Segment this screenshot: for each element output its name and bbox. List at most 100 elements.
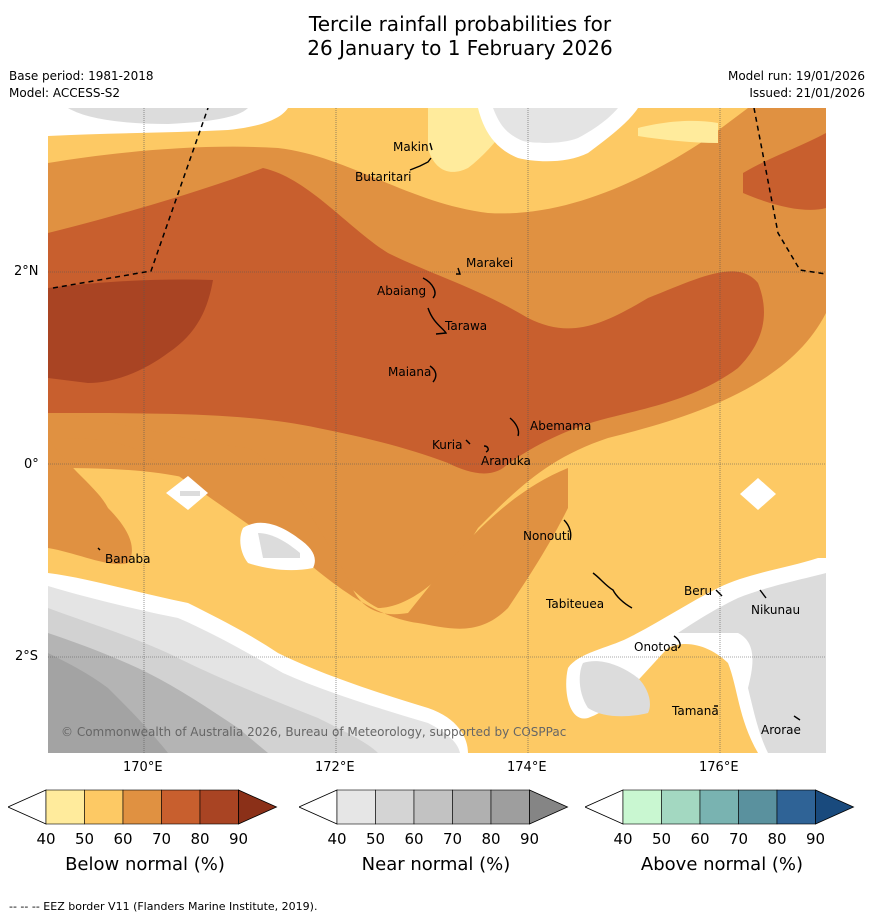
colorbar-tick-label: 40: [613, 830, 633, 848]
colorbar-above-normal-title: Above normal (%): [640, 854, 804, 875]
colorbar-swatch: [84, 789, 124, 825]
label-tabiteuea: Tabiteuea: [545, 597, 604, 611]
lon-tick-172e: 172°E: [315, 760, 355, 775]
lon-tick-176e: 176°E: [699, 760, 739, 775]
colorbar-near-normal-title: Near normal (%): [361, 854, 511, 875]
colorbar-tick-label: 90: [805, 830, 826, 848]
label-banaba: Banaba: [105, 552, 151, 566]
island-labels: Makin Butaritari Marakei Abaiang Tarawa …: [105, 140, 801, 737]
white-patch-east: [740, 478, 776, 510]
base-period-label: Base period: 1981-2018: [9, 69, 154, 83]
metadata-left: Base period: 1981-2018 Model: ACCESS-S2: [9, 68, 154, 102]
colorbar-swatch: [413, 789, 453, 825]
colorbar-tick-label: 70: [151, 830, 172, 848]
label-kuria: Kuria: [432, 438, 463, 452]
colorbar-tick-label: 60: [690, 830, 710, 848]
region-70-80-northeast: [743, 133, 826, 210]
title-line-1: Tercile rainfall probabilities for: [308, 12, 612, 36]
label-nonouti: Nonouti: [523, 529, 570, 543]
colorbar-extend-low: [584, 789, 624, 825]
near-patch-west: [180, 491, 200, 496]
colorbar-above-normal-swatches: [584, 789, 855, 825]
colorbar-swatch: [776, 789, 816, 825]
metadata-right: Model run: 19/01/2026 Issued: 21/01/2026: [728, 68, 865, 102]
lat-tick-0: 0°: [24, 457, 39, 472]
lon-tick-170e: 170°E: [123, 760, 163, 775]
eez-borders: [52, 108, 826, 289]
colorbar-swatch: [699, 789, 739, 825]
label-marakei: Marakei: [466, 256, 513, 270]
label-butaritari: Butaritari: [355, 170, 412, 184]
label-nikunau: Nikunau: [751, 603, 800, 617]
colorbar-tick-label: 80: [190, 830, 210, 848]
colorbar-swatch: [122, 789, 162, 825]
label-abemama: Abemama: [530, 419, 591, 433]
region-near-40-50-top: [68, 108, 248, 124]
graticule: [48, 108, 826, 753]
colorbar-below-normal-title: Below normal (%): [65, 854, 225, 875]
lat-tick-2n: 2°N: [14, 264, 39, 279]
colorbar-swatch: [336, 789, 376, 825]
colorbar-extend-low: [7, 789, 47, 825]
colorbar-swatch: [375, 789, 415, 825]
region-near-40-50-south-patch: [579, 661, 650, 717]
label-arorae: Arorae: [761, 723, 801, 737]
colorbar-above-normal: [584, 788, 859, 832]
model-label: Model: ACCESS-S2: [9, 86, 121, 100]
colorbar-extend-low: [298, 789, 338, 825]
colorbar-tick-label: 90: [519, 830, 540, 848]
region-near-40-50-southeast: [678, 573, 826, 753]
colorbar-swatch: [161, 789, 201, 825]
near-patch-southwest: [258, 533, 300, 558]
label-aranuka: Aranuka: [481, 454, 531, 468]
islands: [97, 142, 801, 721]
colorbar-swatch: [661, 789, 701, 825]
probability-map: Makin Butaritari Marakei Abaiang Tarawa …: [48, 108, 826, 753]
label-abaiang: Abaiang: [377, 284, 426, 298]
model-run-label: Model run: 19/01/2026: [727, 69, 865, 83]
region-70-80: [48, 168, 764, 474]
colorbar-swatch: [622, 789, 662, 825]
colorbar-tick-label: 60: [113, 830, 133, 848]
colorbar-swatch: [199, 789, 239, 825]
colorbar-tick-label: 80: [767, 830, 787, 848]
colorbar-tick-label: 50: [365, 830, 386, 848]
lat-tick-2s: 2°S: [15, 649, 39, 664]
region-80-90: [48, 279, 213, 383]
map-title: Tercile rainfall probabilities for 26 Ja…: [0, 12, 873, 60]
lon-tick-174e: 174°E: [507, 760, 547, 775]
region-60-70-southwest: [48, 438, 132, 565]
region-60-70-central: [48, 413, 568, 629]
label-makin: Makin: [393, 140, 429, 154]
colorbar-tick-label: 60: [404, 830, 424, 848]
colorbar-tick-label: 40: [327, 830, 347, 848]
colorbar-tick-label: 70: [728, 830, 749, 848]
colorbar-swatch: [45, 789, 85, 825]
label-tarawa: Tarawa: [444, 319, 487, 333]
map-canvas: Makin Butaritari Marakei Abaiang Tarawa …: [48, 108, 826, 753]
region-near-40-50-north: [493, 108, 618, 143]
colorbar-below-normal: [7, 788, 282, 832]
region-below-40-50-northeast: [638, 120, 718, 143]
region-near-70-80-southwest: [48, 653, 168, 753]
colorbar-extend-high: [238, 789, 278, 825]
issued-label: Issued: 21/01/2026: [749, 86, 865, 100]
label-tamana: Tamana: [671, 704, 719, 718]
colorbar-near-normal-swatches: [298, 789, 569, 825]
colorbar-near-normal: [298, 788, 573, 832]
colorbar-tick-label: 40: [36, 830, 56, 848]
title-line-2: 26 January to 1 February 2026: [307, 36, 613, 60]
colorbar-tick-label: 50: [651, 830, 672, 848]
colorbar-tick-label: 90: [228, 830, 249, 848]
colorbar-swatch: [490, 789, 530, 825]
label-onotoa: Onotoa: [634, 640, 678, 654]
colorbar-swatch: [738, 789, 778, 825]
copyright-notice: © Commonwealth of Australia 2026, Bureau…: [61, 725, 566, 739]
label-maiana: Maiana: [388, 365, 431, 379]
colorbar-extend-high: [815, 789, 855, 825]
label-beru: Beru: [684, 584, 712, 598]
colorbar-extend-high: [529, 789, 569, 825]
colorbar-tick-label: 80: [481, 830, 501, 848]
colorbar-below-normal-swatches: [7, 789, 278, 825]
colorbar-swatch: [452, 789, 492, 825]
